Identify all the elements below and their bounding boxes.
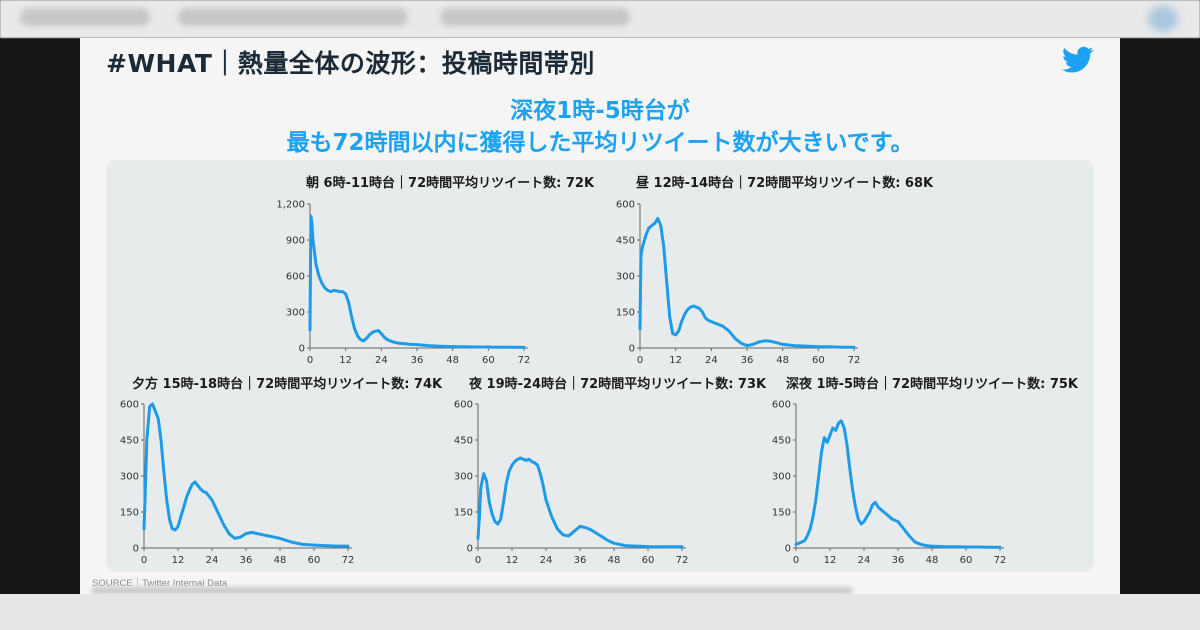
y-tick-label: 600: [120, 400, 139, 411]
headline-line-1: 深夜1時-5時台が: [510, 98, 690, 124]
blurred-breadcrumb: [20, 8, 150, 26]
x-tick-label: 60: [812, 355, 825, 366]
x-tick-label: 60: [482, 355, 495, 366]
charts-panel: 朝 6時-11時台｜72時間平均リツイート数: 72K 0 300 600 900 1,…: [106, 160, 1094, 572]
x-tick-label: 24: [858, 555, 871, 566]
y-tick-label: 150: [616, 308, 635, 319]
y-tick-label: 150: [120, 508, 139, 519]
chart-late-night: 0 150 300 450 600 0 12 24 36 48 60 72: [772, 400, 1007, 567]
chart-night: 0 150 300 450 600 0 12 24 36 48 60 72: [454, 400, 689, 567]
y-tick-label: 600: [454, 400, 473, 411]
y-tick-label: 600: [286, 272, 305, 283]
chart-title-evening: 夕方 15時-18時台｜72時間平均リツイート数: 74K: [132, 377, 443, 392]
chart-noon: 0 150 300 450 600 0 12 24 36 48 60 72: [616, 200, 861, 367]
y-tick-label: 600: [616, 200, 635, 211]
series-line: [142, 402, 350, 548]
x-tick-label: 72: [342, 555, 355, 566]
x-tick-label: 0: [637, 355, 643, 366]
y-tick-label: 1,200: [276, 200, 305, 211]
y-tick-label: 450: [772, 436, 791, 447]
y-tick-label: 600: [772, 400, 791, 411]
x-tick-label: 36: [892, 555, 905, 566]
series-line: [638, 216, 856, 349]
x-tick-label: 24: [375, 355, 388, 366]
y-tick-label: 300: [772, 472, 791, 483]
source-note: SOURCE｜Twitter Internal Data: [92, 578, 228, 589]
chart-title-noon: 昼 12時-14時台｜72時間平均リツイート数: 68K: [636, 176, 934, 191]
twitter-bird-icon: [1062, 46, 1094, 73]
browser-top-bar: [0, 0, 1200, 38]
x-tick-label: 24: [206, 555, 219, 566]
chart-title-late-night: 深夜 1時-5時台｜72時間平均リツイート数: 75K: [786, 377, 1078, 392]
chart-title-night: 夜 19時-24時台｜72時間平均リツイート数: 73K: [469, 377, 767, 392]
x-tick-label: 36: [574, 555, 587, 566]
y-tick-label: 0: [133, 544, 139, 555]
x-tick-label: 0: [793, 555, 799, 566]
x-tick-label: 12: [339, 355, 352, 366]
browser-bottom-bar: [0, 594, 1200, 630]
y-tick-label: 0: [467, 544, 473, 555]
x-tick-label: 36: [411, 355, 424, 366]
x-tick-label: 0: [141, 555, 147, 566]
presentation-slide: #WHAT｜熱量全体の波形：投稿時間帯別 深夜1時-5時台が 最も72時間以内に…: [80, 38, 1120, 594]
x-tick-label: 12: [172, 555, 185, 566]
y-tick-label: 150: [454, 508, 473, 519]
blurred-breadcrumb: [440, 8, 630, 26]
y-tick-label: 450: [616, 236, 635, 247]
y-tick-label: 300: [616, 272, 635, 283]
slide-title: #WHAT｜熱量全体の波形：投稿時間帯別: [106, 49, 595, 78]
y-tick-label: 900: [286, 236, 305, 247]
blurred-logo-icon: [1148, 6, 1178, 32]
x-tick-label: 12: [506, 555, 519, 566]
x-tick-label: 60: [642, 555, 655, 566]
y-tick-label: 300: [454, 472, 473, 483]
chart-title-morning: 朝 6時-11時台｜72時間平均リツイート数: 72K: [306, 176, 595, 191]
blurred-breadcrumb: [178, 8, 408, 26]
x-tick-label: 24: [705, 355, 718, 366]
y-tick-label: 0: [785, 544, 791, 555]
x-tick-label: 72: [994, 555, 1007, 566]
y-tick-label: 450: [120, 436, 139, 447]
y-tick-label: 0: [629, 344, 635, 355]
x-tick-label: 12: [669, 355, 682, 366]
series-line: [308, 214, 526, 349]
y-tick-label: 300: [120, 472, 139, 483]
blurred-footnote: [92, 587, 852, 594]
x-tick-label: 36: [741, 355, 754, 366]
x-tick-label: 72: [676, 555, 689, 566]
x-tick-label: 48: [274, 555, 287, 566]
x-tick-label: 0: [307, 355, 313, 366]
x-tick-label: 72: [518, 355, 531, 366]
headline-line-2: 最も72時間以内に獲得した平均リツイート数が大きいです。: [286, 130, 914, 156]
x-tick-label: 60: [308, 555, 321, 566]
chart-morning: 0 300 600 900 1,200 0 12 24 36 48 60 72: [276, 200, 531, 367]
y-tick-label: 450: [454, 436, 473, 447]
series-line: [476, 456, 684, 549]
x-tick-label: 0: [475, 555, 481, 566]
series-line: [794, 419, 1002, 549]
x-tick-label: 48: [776, 355, 789, 366]
x-tick-label: 12: [824, 555, 837, 566]
x-tick-label: 48: [608, 555, 621, 566]
x-tick-label: 48: [446, 355, 459, 366]
x-tick-label: 36: [240, 555, 253, 566]
x-tick-label: 60: [960, 555, 973, 566]
x-tick-label: 24: [540, 555, 553, 566]
y-tick-label: 150: [772, 508, 791, 519]
y-tick-label: 0: [299, 344, 305, 355]
y-tick-label: 300: [286, 308, 305, 319]
x-tick-label: 48: [926, 555, 939, 566]
chart-evening: 0 150 300 450 600 0 12 24 36 48 60 72: [120, 400, 355, 567]
x-tick-label: 72: [848, 355, 861, 366]
